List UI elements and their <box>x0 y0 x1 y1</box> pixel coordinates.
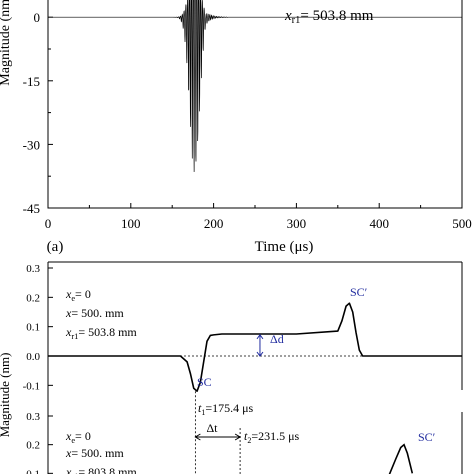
panel-c-xr1-label: xr1= 803.8 mm <box>65 465 137 474</box>
panel-b-delta-d-arrowhead-down <box>256 351 264 357</box>
panel-c-scprime-label: SC′ <box>418 430 436 444</box>
panel-b-x-label: x= 500. mm <box>65 306 124 320</box>
panel-b-xr1-label: xr1= 503.8 mm <box>65 325 137 341</box>
panel-c-x-label: x= 500. mm <box>65 446 124 460</box>
panel-a-xtick-label: 400 <box>369 216 389 231</box>
panel-c: 0.3 0.2 0.1 xe= 0x= 500. mm xr1= 803.8 mm S… <box>26 411 436 474</box>
panel-b-ytick-label: 0.2 <box>26 292 40 304</box>
panel-a-xtick-label: 300 <box>287 216 307 231</box>
panel-c-t2-label: t2=231.5 μs <box>244 429 300 445</box>
panel-b-xe-label: xe= 0 <box>65 287 91 303</box>
panel-b-ytick-label: 0.1 <box>26 322 40 334</box>
panel-b-t1-label: t1=175.4 μs <box>198 401 254 417</box>
panel-b-scprime-label: SC′ <box>350 285 368 299</box>
panel-a-frame <box>47 0 463 209</box>
panel-c-ytick-label: 0.3 <box>26 411 40 423</box>
panel-c-delta-t-arrowhead-left <box>194 433 201 441</box>
panel-c-ytick-label: 0.2 <box>26 440 40 452</box>
panel-c-ytick-label: 0.1 <box>26 468 40 474</box>
panel-c-annotation: xe= 0x= 500. mm xr1= 803.8 mm <box>65 429 137 474</box>
panel-b-series-line <box>48 302 462 392</box>
panel-a-xtick-label: 100 <box>121 216 141 231</box>
panel-a-ytick-label: -30 <box>23 137 40 152</box>
panel-c-series-line <box>388 443 414 474</box>
panel-a-ylabel: Magnitude (nm) <box>0 0 13 86</box>
panel-c-xe-label: xe= 0 <box>65 429 91 445</box>
panel-b-ylabel: Magnitude (nm) <box>0 353 12 438</box>
panel-b-ytick-label: 0.3 <box>26 263 40 275</box>
panel-b-ytick-label: -0.1 <box>23 380 40 392</box>
panel-a-series-line <box>48 0 462 172</box>
panel-c-delta-t-label: Δt <box>206 421 218 435</box>
panel-a-ytick-label: 0 <box>34 10 41 25</box>
panel-a-xtick-label: 0 <box>45 216 52 231</box>
panel-b-sc-label: SC <box>197 375 212 389</box>
panel-b-delta-d-label: Δd <box>270 332 284 346</box>
panel-a-xr1-label: xr1= 503.8 mm <box>284 8 374 26</box>
panel-a-xlabel: Time (μs) <box>255 239 314 255</box>
panel-b-annotation: xe= 0 x= 500. mm xr1= 503.8 mm <box>65 287 137 341</box>
panel-a-ytick-label: -45 <box>23 201 40 216</box>
panel-b-ytick-label: 0.0 <box>26 351 40 363</box>
panel-a: 0 -15 -30 -45 0 100 200 300 400 500 Magnitude (n… <box>0 0 472 255</box>
panel-a-label: (a) <box>47 239 64 255</box>
panel-a-xtick-label: 500 <box>452 216 472 231</box>
panel-a-annotation: xr1= 503.8 mm <box>284 8 374 26</box>
panel-a-xtick-label: 200 <box>204 216 224 231</box>
panel-a-ytick-label: -15 <box>23 74 40 89</box>
panel-b-delta-d-arrowhead-up <box>256 334 264 340</box>
